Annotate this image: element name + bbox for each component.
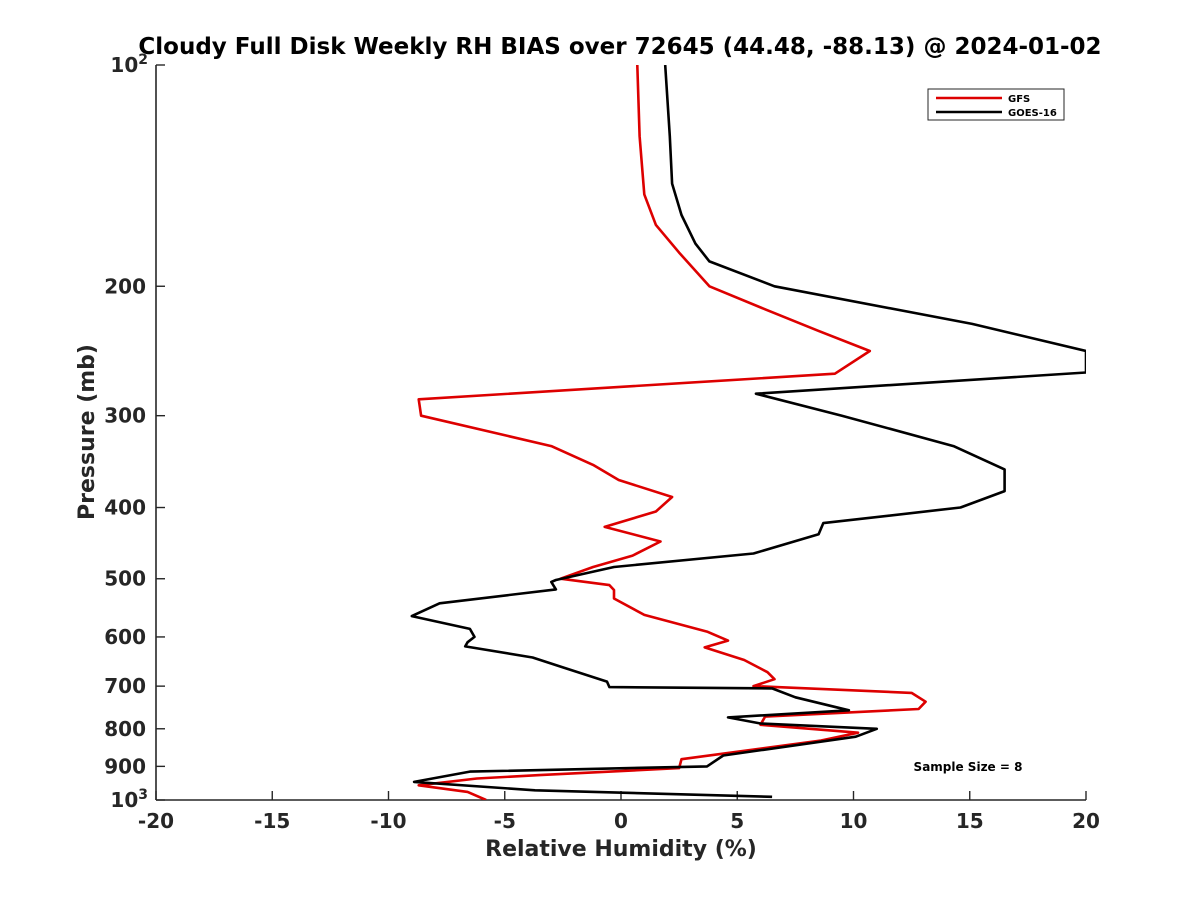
series-line-gfs xyxy=(417,65,927,800)
y-tick-label: 900 xyxy=(104,754,146,778)
x-tick-label: 15 xyxy=(956,809,984,833)
plot-area: -20 -15 -10 -5 0 5 10 15 20 102 200 300 400 500 600 70… xyxy=(104,52,1100,833)
x-tick-label: 10 xyxy=(840,809,868,833)
x-axis-label: Relative Humidity (%) xyxy=(485,837,757,862)
y-tick-label: 400 xyxy=(104,496,146,520)
x-tick-label: -15 xyxy=(254,809,290,833)
x-tick-label: 5 xyxy=(730,809,744,833)
y-tick-label: 200 xyxy=(104,274,146,298)
x-tick-label: 20 xyxy=(1072,809,1100,833)
x-tick-label: -10 xyxy=(370,809,406,833)
x-tick-label: 0 xyxy=(614,809,628,833)
y-tick-label: 103 xyxy=(110,787,148,812)
series-line-goes-16 xyxy=(410,65,1086,799)
sample-size-annotation: Sample Size = 8 xyxy=(914,760,1023,774)
series-lines xyxy=(410,65,1086,800)
legend-label-goes-16: GOES-16 xyxy=(1008,108,1057,119)
legend: GFS GOES-16 xyxy=(927,88,1065,121)
y-axis-label: Pressure (mb) xyxy=(75,344,100,520)
y-tick-label: 300 xyxy=(104,404,146,428)
x-ticks: -20 -15 -10 -5 0 5 10 15 20 xyxy=(138,791,1100,833)
x-tick-label: -20 xyxy=(138,809,174,833)
y-tick-label: 600 xyxy=(104,625,146,649)
legend-label-gfs: GFS xyxy=(1008,94,1030,105)
y-tick-label: 700 xyxy=(104,674,146,698)
y-ticks: 102 200 300 400 500 600 700 800 900 103 xyxy=(104,52,165,812)
x-tick-label: -5 xyxy=(494,809,516,833)
chart-title: Cloudy Full Disk Weekly RH BIAS over 726… xyxy=(138,34,1101,60)
legend-box xyxy=(927,88,1065,121)
y-tick-label: 800 xyxy=(104,717,146,741)
y-tick-label: 500 xyxy=(104,567,146,591)
y-tick-label: 102 xyxy=(110,52,148,77)
